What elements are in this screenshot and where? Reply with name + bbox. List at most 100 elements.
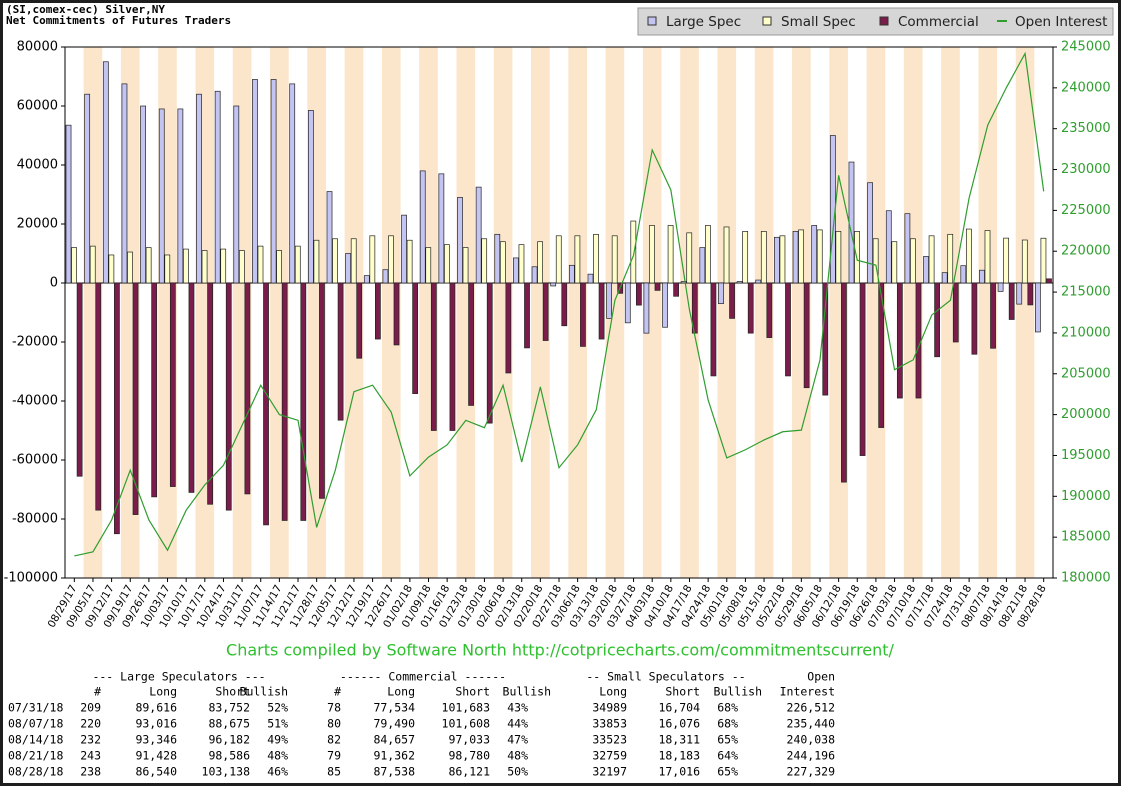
bar xyxy=(542,282,549,341)
table-cell: 48% xyxy=(507,749,528,763)
bar xyxy=(718,282,724,304)
y-tick-label: -60000 xyxy=(12,453,58,468)
table-cell: 33523 xyxy=(592,733,627,747)
table-cell: 86,540 xyxy=(135,765,177,779)
bar xyxy=(760,231,767,284)
bar xyxy=(263,282,269,526)
bar xyxy=(841,282,847,483)
table-cell: 08/07/18 xyxy=(8,717,63,731)
bar xyxy=(244,282,251,495)
bar xyxy=(960,265,967,284)
bar xyxy=(524,282,530,349)
table-cell: 238 xyxy=(80,765,101,779)
y2-tick-label: 240000 xyxy=(1061,80,1111,95)
bar xyxy=(475,186,482,284)
bar xyxy=(375,282,381,340)
table-cell: 97,033 xyxy=(448,733,490,747)
bar xyxy=(872,238,879,284)
table-cell: 209 xyxy=(80,701,101,715)
table-header: Bullish xyxy=(714,685,762,699)
table-cell: 50% xyxy=(507,765,528,779)
table-cell: 232 xyxy=(80,733,101,747)
bar xyxy=(705,225,711,284)
table-header: Interest xyxy=(780,685,835,699)
band-shade xyxy=(344,47,364,578)
table-group-header: -- Small Speculators -- xyxy=(586,670,745,684)
bar xyxy=(1035,282,1041,333)
table-cell: 32759 xyxy=(592,749,627,763)
table-cell: 18,311 xyxy=(658,733,700,747)
table-cell: 101,683 xyxy=(442,701,491,715)
table-cell: 89,616 xyxy=(135,701,177,715)
band-shade xyxy=(792,47,811,578)
table-cell: 65% xyxy=(717,733,738,747)
bar xyxy=(680,281,687,284)
bar xyxy=(345,253,352,284)
chart-subtitle: Net Commitments of Futures Traders xyxy=(6,14,231,27)
legend-marker xyxy=(879,16,889,26)
bar xyxy=(412,282,419,394)
y-tick-label: 20000 xyxy=(17,217,58,232)
bar xyxy=(214,90,221,284)
credit: Charts compiled by Software North http:/… xyxy=(226,641,895,660)
bar xyxy=(947,233,954,284)
table-cell: 65% xyxy=(717,765,738,779)
bar xyxy=(910,238,916,284)
table-cell: 68% xyxy=(717,717,738,731)
bar xyxy=(785,282,791,377)
bar xyxy=(742,231,749,284)
bar xyxy=(449,282,456,431)
bar xyxy=(276,250,283,284)
bar xyxy=(798,229,804,284)
bar xyxy=(1046,278,1052,284)
bar xyxy=(201,250,208,284)
bar xyxy=(673,282,680,297)
bar xyxy=(319,282,325,499)
bar xyxy=(822,282,829,396)
line-series xyxy=(74,51,1045,557)
y-tick-label: -20000 xyxy=(12,335,58,350)
band-shade xyxy=(903,47,923,578)
y2-tick-label: 235000 xyxy=(1061,121,1111,136)
bar xyxy=(337,282,344,421)
bar xyxy=(537,241,543,284)
bar xyxy=(984,230,991,284)
table-cell: 16,704 xyxy=(658,701,700,715)
band-shade xyxy=(531,47,550,578)
bar xyxy=(233,105,240,284)
bar xyxy=(774,236,780,284)
bar xyxy=(207,282,213,505)
band-shade xyxy=(456,47,476,578)
bar xyxy=(997,282,1004,292)
bar xyxy=(915,282,922,399)
bar xyxy=(300,282,307,521)
bar xyxy=(220,248,227,284)
bar xyxy=(114,282,120,535)
table-cell: 87,538 xyxy=(373,765,415,779)
bar xyxy=(755,279,762,284)
bar xyxy=(326,191,333,284)
table-cell: 07/31/18 xyxy=(8,701,63,715)
table-cell: 08/14/18 xyxy=(8,733,63,747)
table-header: Short xyxy=(455,685,490,699)
y2-tick-label: 180000 xyxy=(1061,571,1111,586)
bar xyxy=(766,282,773,338)
bar xyxy=(747,282,754,334)
bar xyxy=(238,250,245,284)
table-cell: 17,016 xyxy=(658,765,700,779)
band-shade xyxy=(493,47,513,578)
band-shade xyxy=(642,47,662,578)
y2-tick-label: 205000 xyxy=(1061,366,1111,381)
legend-label: Small Spec xyxy=(781,14,856,30)
table-cell: 33853 xyxy=(592,717,627,731)
table-cell: 44% xyxy=(507,717,528,731)
bar xyxy=(1008,282,1015,320)
table-group-header: --- Large Speculators --- xyxy=(92,670,265,684)
bar xyxy=(667,225,674,284)
table-cell: 64% xyxy=(717,749,738,763)
bar xyxy=(568,264,575,284)
table-cell: 16,076 xyxy=(658,717,700,731)
bar xyxy=(84,93,91,284)
bar xyxy=(369,235,376,284)
